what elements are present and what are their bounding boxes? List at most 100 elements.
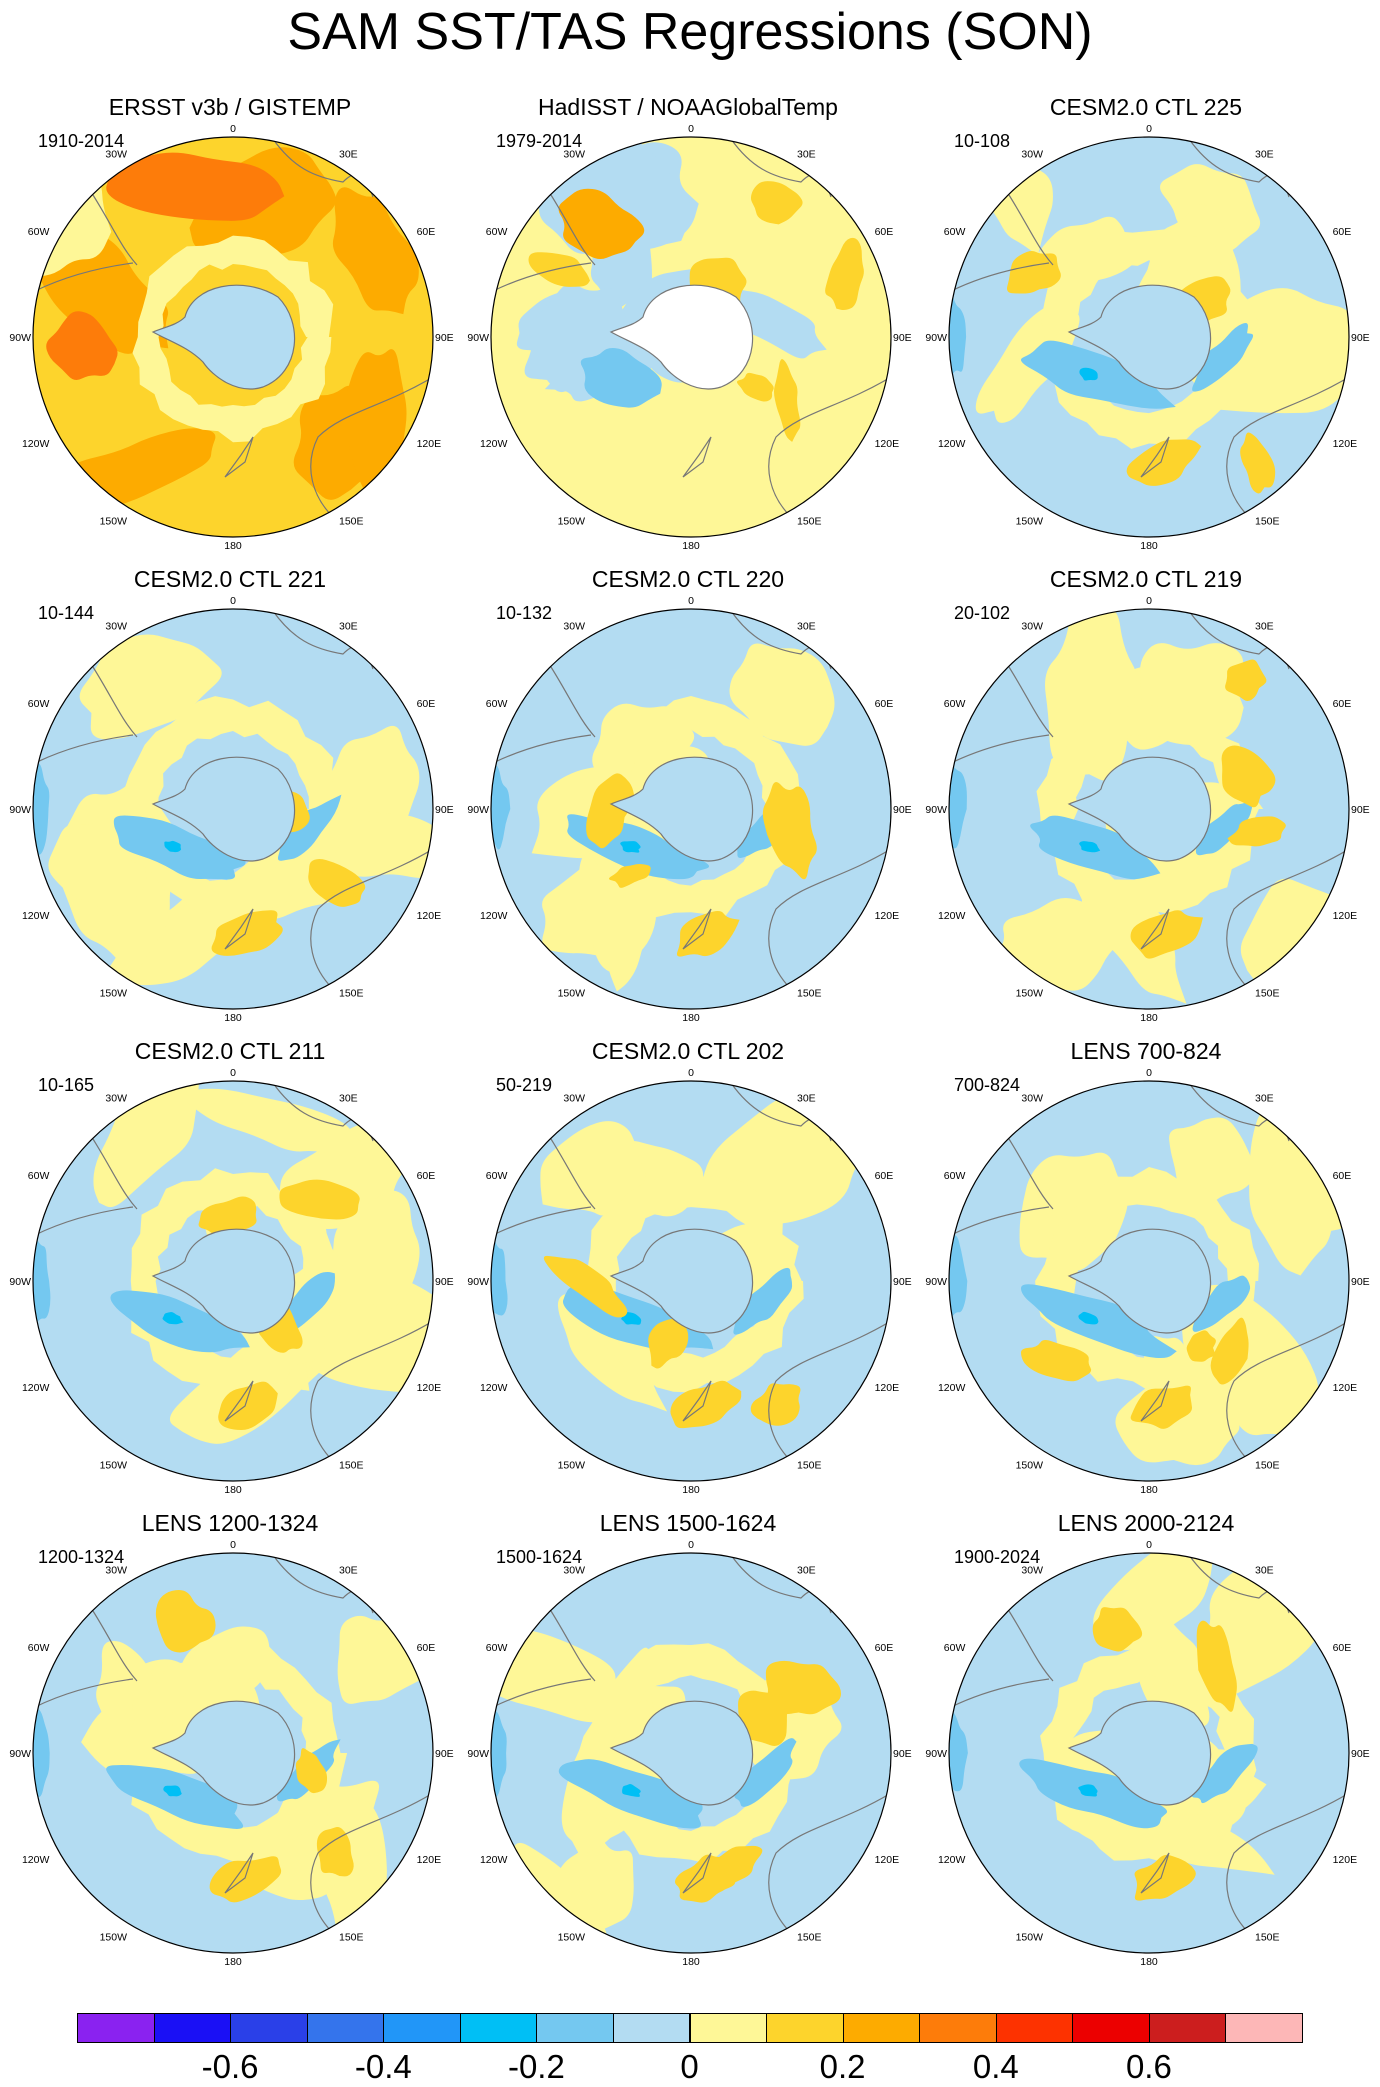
lon-label-90e: 90E (893, 1748, 912, 1760)
polar-map: 0 30E 60E 90E 120E 150E 180 150W 120W 90W 60W 30W (925, 123, 1369, 552)
lon-label-180: 180 (224, 540, 242, 552)
antarctica-coast (1067, 1228, 1212, 1334)
new-zealand-coast (682, 1380, 712, 1422)
map-field (491, 609, 891, 1009)
australia-coast (310, 848, 433, 990)
lon-label-90e: 90E (1351, 804, 1370, 816)
lon-label-0: 0 (688, 1539, 694, 1551)
lon-label-120e: 120E (417, 1382, 442, 1394)
colorbar-swatch (77, 2013, 155, 2043)
antarctica-coast (609, 756, 754, 862)
panel-period: 50-219 (496, 1075, 553, 1095)
map-field (33, 1081, 433, 1481)
australia-coast (310, 1320, 433, 1462)
lon-label-30w: 30W (1021, 1564, 1043, 1576)
map-boundary (490, 608, 892, 1010)
australia-coast (1226, 1792, 1349, 1934)
new-zealand-coast (1140, 1380, 1170, 1422)
map-field (33, 137, 433, 537)
south-america-coast-west (34, 1206, 134, 1236)
map-boundary (490, 1552, 892, 1954)
lon-label-60e: 60E (417, 698, 436, 710)
lon-label-60e: 60E (417, 1170, 436, 1182)
lon-label-150e: 150E (339, 1460, 364, 1472)
colorbar-swatch (1148, 2013, 1227, 2043)
lon-label-150w: 150W (100, 516, 128, 528)
lon-label-90w: 90W (9, 332, 31, 344)
map-field (949, 609, 1349, 1009)
lon-label-30e: 30E (1255, 1092, 1274, 1104)
south-america-coast (1008, 1610, 1054, 1682)
lon-label-60w: 60W (944, 1642, 966, 1654)
map-boundary (948, 136, 1350, 538)
panel-period: 10-132 (496, 603, 553, 623)
colorbar-tick-label: -0.6 (201, 2048, 259, 2085)
lon-label-150w: 150W (1016, 1932, 1044, 1944)
lon-label-120w: 120W (480, 910, 508, 922)
south-america-coast (92, 1138, 138, 1210)
new-zealand-coast (682, 436, 712, 478)
polar-map: 0 30E 60E 90E 120E 150E 180 150W 120W 90W 60W 30W (925, 595, 1370, 1024)
lon-label-30e: 30E (339, 148, 358, 160)
lon-label-180: 180 (1140, 1956, 1158, 1968)
lon-label-150e: 150E (797, 988, 822, 1000)
lon-label-0: 0 (688, 123, 694, 135)
colorbar-tick-label: 0.6 (1125, 2048, 1172, 2085)
map-field (491, 1081, 891, 1481)
colorbar-tick-label: 0.2 (819, 2048, 866, 2085)
panel-period: 10-144 (38, 603, 95, 623)
lon-label-30e: 30E (339, 1564, 358, 1576)
lon-label-180: 180 (224, 1012, 242, 1024)
lon-label-30e: 30E (339, 620, 358, 632)
map-panel: 0 30E 60E 90E 120E 150E 180 150W 120W 90W 60W 30W CE… (458, 565, 918, 1035)
map-panel: 0 30E 60E 90E 120E 150E 180 150W 120W 90W 60W 30W LE… (458, 1509, 918, 1979)
lon-label-120w: 120W (22, 1382, 50, 1394)
lon-label-30e: 30E (1255, 148, 1274, 160)
lon-label-0: 0 (1146, 1539, 1152, 1551)
lon-label-120w: 120W (938, 1382, 966, 1394)
lon-label-30w: 30W (1021, 620, 1043, 632)
colorbar-tick-label: -0.2 (507, 2048, 565, 2085)
new-zealand-coast (224, 1852, 254, 1894)
lon-label-60e: 60E (1333, 1170, 1352, 1182)
lon-label-60w: 60W (486, 1170, 508, 1182)
new-zealand-coast (1140, 908, 1170, 950)
new-zealand-coast (682, 908, 712, 950)
colorbar-tick-label: 0.4 (972, 2048, 1019, 2085)
lon-label-180: 180 (1140, 540, 1158, 552)
lon-label-30w: 30W (563, 620, 585, 632)
panel-period: 10-165 (38, 1075, 95, 1095)
colorbar-swatch (842, 2013, 921, 2043)
colorbar-swatch (1225, 2013, 1303, 2043)
lon-label-120w: 120W (938, 910, 966, 922)
colorbar-swatch (689, 2013, 768, 2043)
lon-label-150w: 150W (100, 988, 128, 1000)
lon-label-150e: 150E (797, 1932, 822, 1944)
lon-label-90e: 90E (435, 1748, 454, 1760)
lon-label-30w: 30W (563, 1092, 585, 1104)
colorbar-swatch (383, 2013, 461, 2043)
lon-label-30e: 30E (797, 1564, 816, 1576)
lon-label-60w: 60W (28, 1642, 50, 1654)
panel-title: ERSST v3b / GISTEMP (108, 94, 352, 120)
map-field (33, 1553, 433, 1953)
south-america-coast (92, 194, 138, 266)
lon-label-120e: 120E (875, 1382, 900, 1394)
polar-map: 0 30E 60E 90E 120E 150E 180 150W 120W 90W 60W 30W (467, 1067, 911, 1496)
lon-label-90w: 90W (9, 1748, 31, 1760)
lon-label-150e: 150E (1255, 1460, 1280, 1472)
polar-map: 0 30E 60E 90E 120E 150E 180 150W 120W 90W 60W 30W (9, 1539, 454, 1968)
map-boundary (32, 1080, 434, 1482)
antarctica-coast (1067, 1700, 1212, 1806)
colorbar-tick-label: 0 (680, 2048, 699, 2085)
lon-label-150w: 150W (558, 988, 586, 1000)
lon-label-90w: 90W (925, 804, 947, 816)
map-panel: 0 30E 60E 90E 120E 150E 180 150W 120W 90W 60W 30W LE… (916, 1037, 1376, 1507)
south-america-coast (1008, 1138, 1054, 1210)
lon-label-30e: 30E (797, 620, 816, 632)
lon-label-30e: 30E (797, 148, 816, 160)
lon-label-150w: 150W (100, 1460, 128, 1472)
lon-label-120e: 120E (417, 1854, 442, 1866)
map-field (491, 137, 891, 537)
south-america-coast (92, 1610, 138, 1682)
